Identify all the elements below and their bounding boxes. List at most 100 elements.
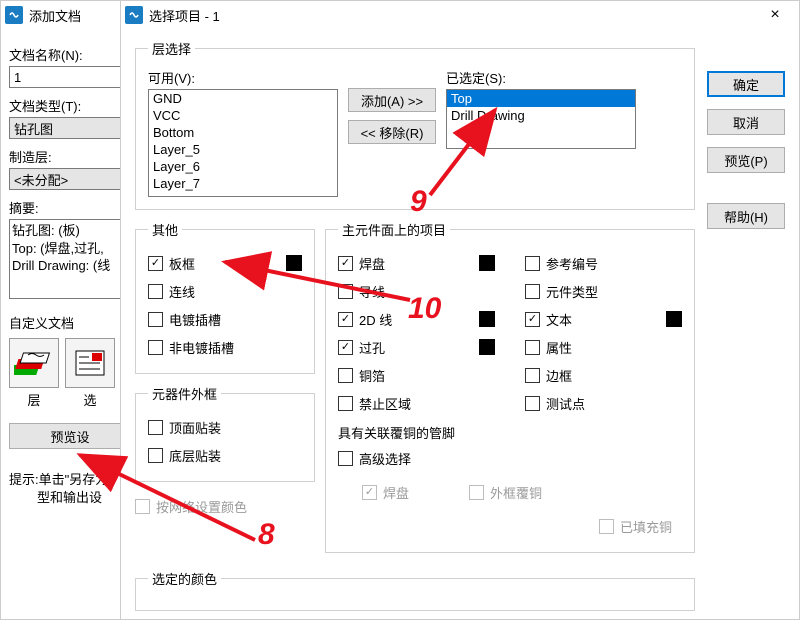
checkbox-icon [525, 368, 540, 383]
checkbox-icon [525, 312, 540, 327]
main-item-checkbox[interactable]: 元件类型 [525, 277, 682, 305]
summary-box: 钻孔图: (板) Top: (焊盘,过孔, Drill Drawing: (线 [9, 219, 131, 299]
app-icon [125, 6, 143, 24]
assoc-copper-section: 具有关联覆铜的管脚 高级选择 焊盘 外框覆铜 [338, 423, 682, 540]
outline-item-checkbox[interactable]: 底层贴装 [148, 441, 302, 469]
remove-button[interactable]: << 移除(R) [348, 120, 436, 144]
color-swatch[interactable] [479, 311, 495, 327]
checkbox-icon [338, 368, 353, 383]
list-item[interactable]: Layer_6 [149, 158, 337, 175]
checkbox-icon [338, 312, 353, 327]
select-items-window: 选择项目 - 1 × 确定 取消 预览(P) 帮助(H) 层选择 可用(V): … [120, 0, 800, 620]
window2-body: 确定 取消 预览(P) 帮助(H) 层选择 可用(V): GNDVCCBotto… [121, 29, 799, 631]
layer-select-legend: 层选择 [148, 39, 195, 58]
color-swatch[interactable] [286, 255, 302, 271]
checkbox-icon [148, 284, 163, 299]
main-item-label: 焊盘 [359, 254, 385, 273]
cancel-button[interactable]: 取消 [707, 109, 785, 135]
checkbox-icon [148, 420, 163, 435]
main-item-checkbox[interactable]: 边框 [525, 361, 682, 389]
adv-outline-copper-checkbox: 外框覆铜 [469, 478, 542, 506]
main-item-checkbox[interactable]: 属性 [525, 333, 682, 361]
main-item-checkbox[interactable]: 焊盘 [338, 249, 495, 277]
dialog-buttons: 确定 取消 预览(P) 帮助(H) [707, 71, 785, 229]
icon-label: 选 [65, 390, 115, 409]
custom-doc-icons [9, 338, 131, 388]
selected-listbox[interactable]: TopDrill Drawing [446, 89, 636, 149]
ok-button[interactable]: 确定 [707, 71, 785, 97]
selected-label: 已选定(S): [446, 68, 636, 87]
outline-item-checkbox[interactable]: 顶面贴装 [148, 413, 302, 441]
main-item-checkbox[interactable]: 参考编号 [525, 249, 682, 277]
checkbox-icon [148, 448, 163, 463]
list-item[interactable]: VCC [149, 107, 337, 124]
main-item-checkbox[interactable]: 文本 [525, 305, 682, 333]
assoc-label: 具有关联覆铜的管脚 [338, 423, 682, 442]
checkbox-icon [135, 499, 150, 514]
list-item[interactable]: GND [149, 90, 337, 107]
close-icon[interactable]: × [755, 6, 795, 24]
checkbox-icon [525, 284, 540, 299]
checkbox-icon [469, 485, 484, 500]
main-item-label: 边框 [546, 366, 572, 385]
main-item-label: 测试点 [546, 394, 585, 413]
color-swatch[interactable] [479, 339, 495, 355]
checkbox-icon [338, 284, 353, 299]
selected-color-fieldset: 选定的颜色 [135, 569, 695, 611]
color-swatch[interactable] [666, 311, 682, 327]
main-item-label: 铜箔 [359, 366, 385, 385]
main-item-checkbox[interactable]: 测试点 [525, 389, 682, 417]
checkbox-icon [338, 340, 353, 355]
checkbox-icon [148, 256, 163, 271]
main-legend: 主元件面上的项目 [338, 220, 450, 239]
window2-titlebar: 选择项目 - 1 × [121, 1, 799, 29]
annotation-10: 10 [408, 292, 441, 326]
summary-label: 摘要: [9, 198, 131, 217]
other-item-checkbox[interactable]: 板框 [148, 249, 302, 277]
main-item-label: 元件类型 [546, 282, 598, 301]
checkbox-icon [525, 340, 540, 355]
hint-text: 提示:单击"另存为 型和输出设 [9, 471, 131, 507]
other-item-label: 非电镀插槽 [169, 338, 234, 357]
advanced-select-checkbox[interactable]: 高级选择 [338, 444, 682, 472]
outline-item-label: 顶面贴装 [169, 418, 221, 437]
list-item[interactable]: Top [447, 90, 635, 107]
preview-button[interactable]: 预览(P) [707, 147, 785, 173]
layers-button[interactable] [9, 338, 59, 388]
mfg-layer-dropdown[interactable]: <未分配> ▾ [9, 168, 131, 190]
net-color-checkbox[interactable]: 按网络设置颜色 [135, 492, 315, 520]
available-label: 可用(V): [148, 68, 338, 87]
doc-type-dropdown[interactable]: 钻孔图 ▾ [9, 117, 131, 139]
summary-line: Drill Drawing: (线 [12, 257, 128, 275]
other-item-checkbox[interactable]: 连线 [148, 277, 302, 305]
adv-label: 高级选择 [359, 449, 411, 468]
list-item[interactable]: Bottom [149, 124, 337, 141]
main-item-label: 属性 [546, 338, 572, 357]
list-item[interactable]: Drill Drawing [447, 107, 635, 124]
list-item[interactable]: Layer_7 [149, 175, 337, 192]
other-item-label: 板框 [169, 254, 195, 273]
main-item-checkbox[interactable]: 禁止区域 [338, 389, 495, 417]
main-item-checkbox[interactable]: 过孔 [338, 333, 495, 361]
doc-name-input[interactable] [9, 66, 131, 88]
add-button[interactable]: 添加(A) >> [348, 88, 436, 112]
available-listbox[interactable]: GNDVCCBottomLayer_5Layer_6Layer_7 [148, 89, 338, 197]
checkbox-icon [525, 256, 540, 271]
main-item-label: 参考编号 [546, 254, 598, 273]
other-item-checkbox[interactable]: 电镀插槽 [148, 305, 302, 333]
checkbox-icon [362, 485, 377, 500]
mfg-layer-value: <未分配> [14, 170, 68, 189]
color-swatch[interactable] [479, 255, 495, 271]
list-item[interactable]: Layer_5 [149, 141, 337, 158]
selected-color-legend: 选定的颜色 [148, 569, 221, 588]
adv-pad-checkbox: 焊盘 [362, 478, 409, 506]
other-item-checkbox[interactable]: 非电镀插槽 [148, 333, 302, 361]
main-item-checkbox[interactable]: 铜箔 [338, 361, 495, 389]
doc-type-label: 文档类型(T): [9, 96, 131, 115]
other-legend: 其他 [148, 220, 182, 239]
help-button[interactable]: 帮助(H) [707, 203, 785, 229]
doc-name-label: 文档名称(N): [9, 45, 131, 64]
preview-settings-button[interactable]: 预览设 [9, 423, 131, 449]
options-button[interactable] [65, 338, 115, 388]
net-color-label: 按网络设置颜色 [156, 497, 247, 516]
